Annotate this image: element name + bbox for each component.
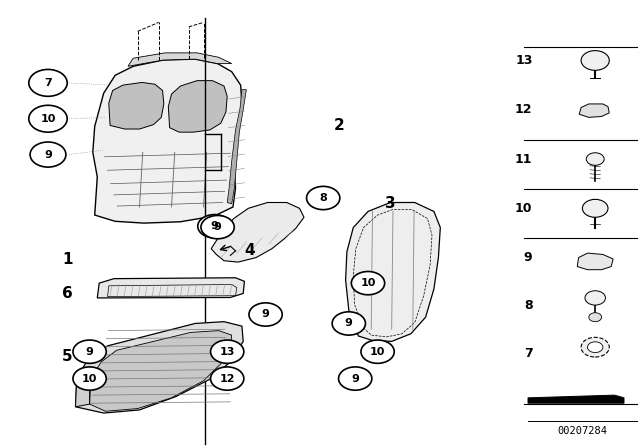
Text: 13: 13	[515, 54, 532, 67]
Text: 10: 10	[360, 278, 376, 288]
Text: 9: 9	[211, 221, 218, 231]
Circle shape	[332, 312, 365, 335]
Polygon shape	[90, 331, 232, 411]
Circle shape	[73, 340, 106, 363]
Circle shape	[29, 105, 67, 132]
Text: 9: 9	[345, 319, 353, 328]
Text: 9: 9	[86, 347, 93, 357]
Polygon shape	[227, 90, 246, 204]
Polygon shape	[128, 53, 232, 66]
Circle shape	[581, 51, 609, 70]
Polygon shape	[168, 81, 227, 132]
Text: 10: 10	[82, 374, 97, 383]
Circle shape	[211, 367, 244, 390]
Polygon shape	[211, 202, 304, 262]
Polygon shape	[579, 104, 609, 117]
Polygon shape	[97, 278, 244, 298]
Circle shape	[361, 340, 394, 363]
Circle shape	[201, 215, 234, 239]
Text: 11: 11	[515, 152, 532, 166]
Text: 5: 5	[62, 349, 72, 364]
Circle shape	[198, 215, 231, 238]
Text: 9: 9	[44, 150, 52, 159]
Text: 10: 10	[515, 202, 532, 215]
Circle shape	[339, 367, 372, 390]
Polygon shape	[76, 377, 90, 407]
Circle shape	[29, 69, 67, 96]
Text: 6: 6	[62, 286, 72, 301]
Circle shape	[586, 153, 604, 165]
Text: 7: 7	[524, 347, 532, 361]
Text: 10: 10	[40, 114, 56, 124]
Circle shape	[585, 291, 605, 305]
Circle shape	[211, 340, 244, 363]
Text: 8: 8	[319, 193, 327, 203]
Polygon shape	[346, 202, 440, 341]
Circle shape	[588, 342, 603, 353]
Text: 9: 9	[262, 310, 269, 319]
Text: 1: 1	[62, 252, 72, 267]
Text: 13: 13	[220, 347, 235, 357]
Text: 9: 9	[351, 374, 359, 383]
Polygon shape	[577, 253, 613, 270]
Text: 8: 8	[524, 299, 532, 312]
Polygon shape	[93, 59, 242, 223]
Circle shape	[589, 313, 602, 322]
Text: 00207284: 00207284	[557, 426, 607, 436]
Circle shape	[581, 337, 609, 357]
Text: 4: 4	[244, 243, 255, 258]
Circle shape	[582, 199, 608, 217]
Text: 2: 2	[334, 118, 344, 133]
Text: 7: 7	[44, 78, 52, 88]
Text: 12: 12	[515, 103, 532, 116]
Circle shape	[249, 303, 282, 326]
Text: 9: 9	[524, 251, 532, 264]
Polygon shape	[76, 322, 243, 413]
Polygon shape	[109, 82, 164, 129]
Text: 9: 9	[214, 222, 221, 232]
Text: 10: 10	[370, 347, 385, 357]
Text: 3: 3	[385, 196, 396, 211]
Circle shape	[73, 367, 106, 390]
Polygon shape	[528, 395, 624, 403]
Circle shape	[351, 271, 385, 295]
Circle shape	[307, 186, 340, 210]
Text: 12: 12	[220, 374, 235, 383]
Circle shape	[30, 142, 66, 167]
